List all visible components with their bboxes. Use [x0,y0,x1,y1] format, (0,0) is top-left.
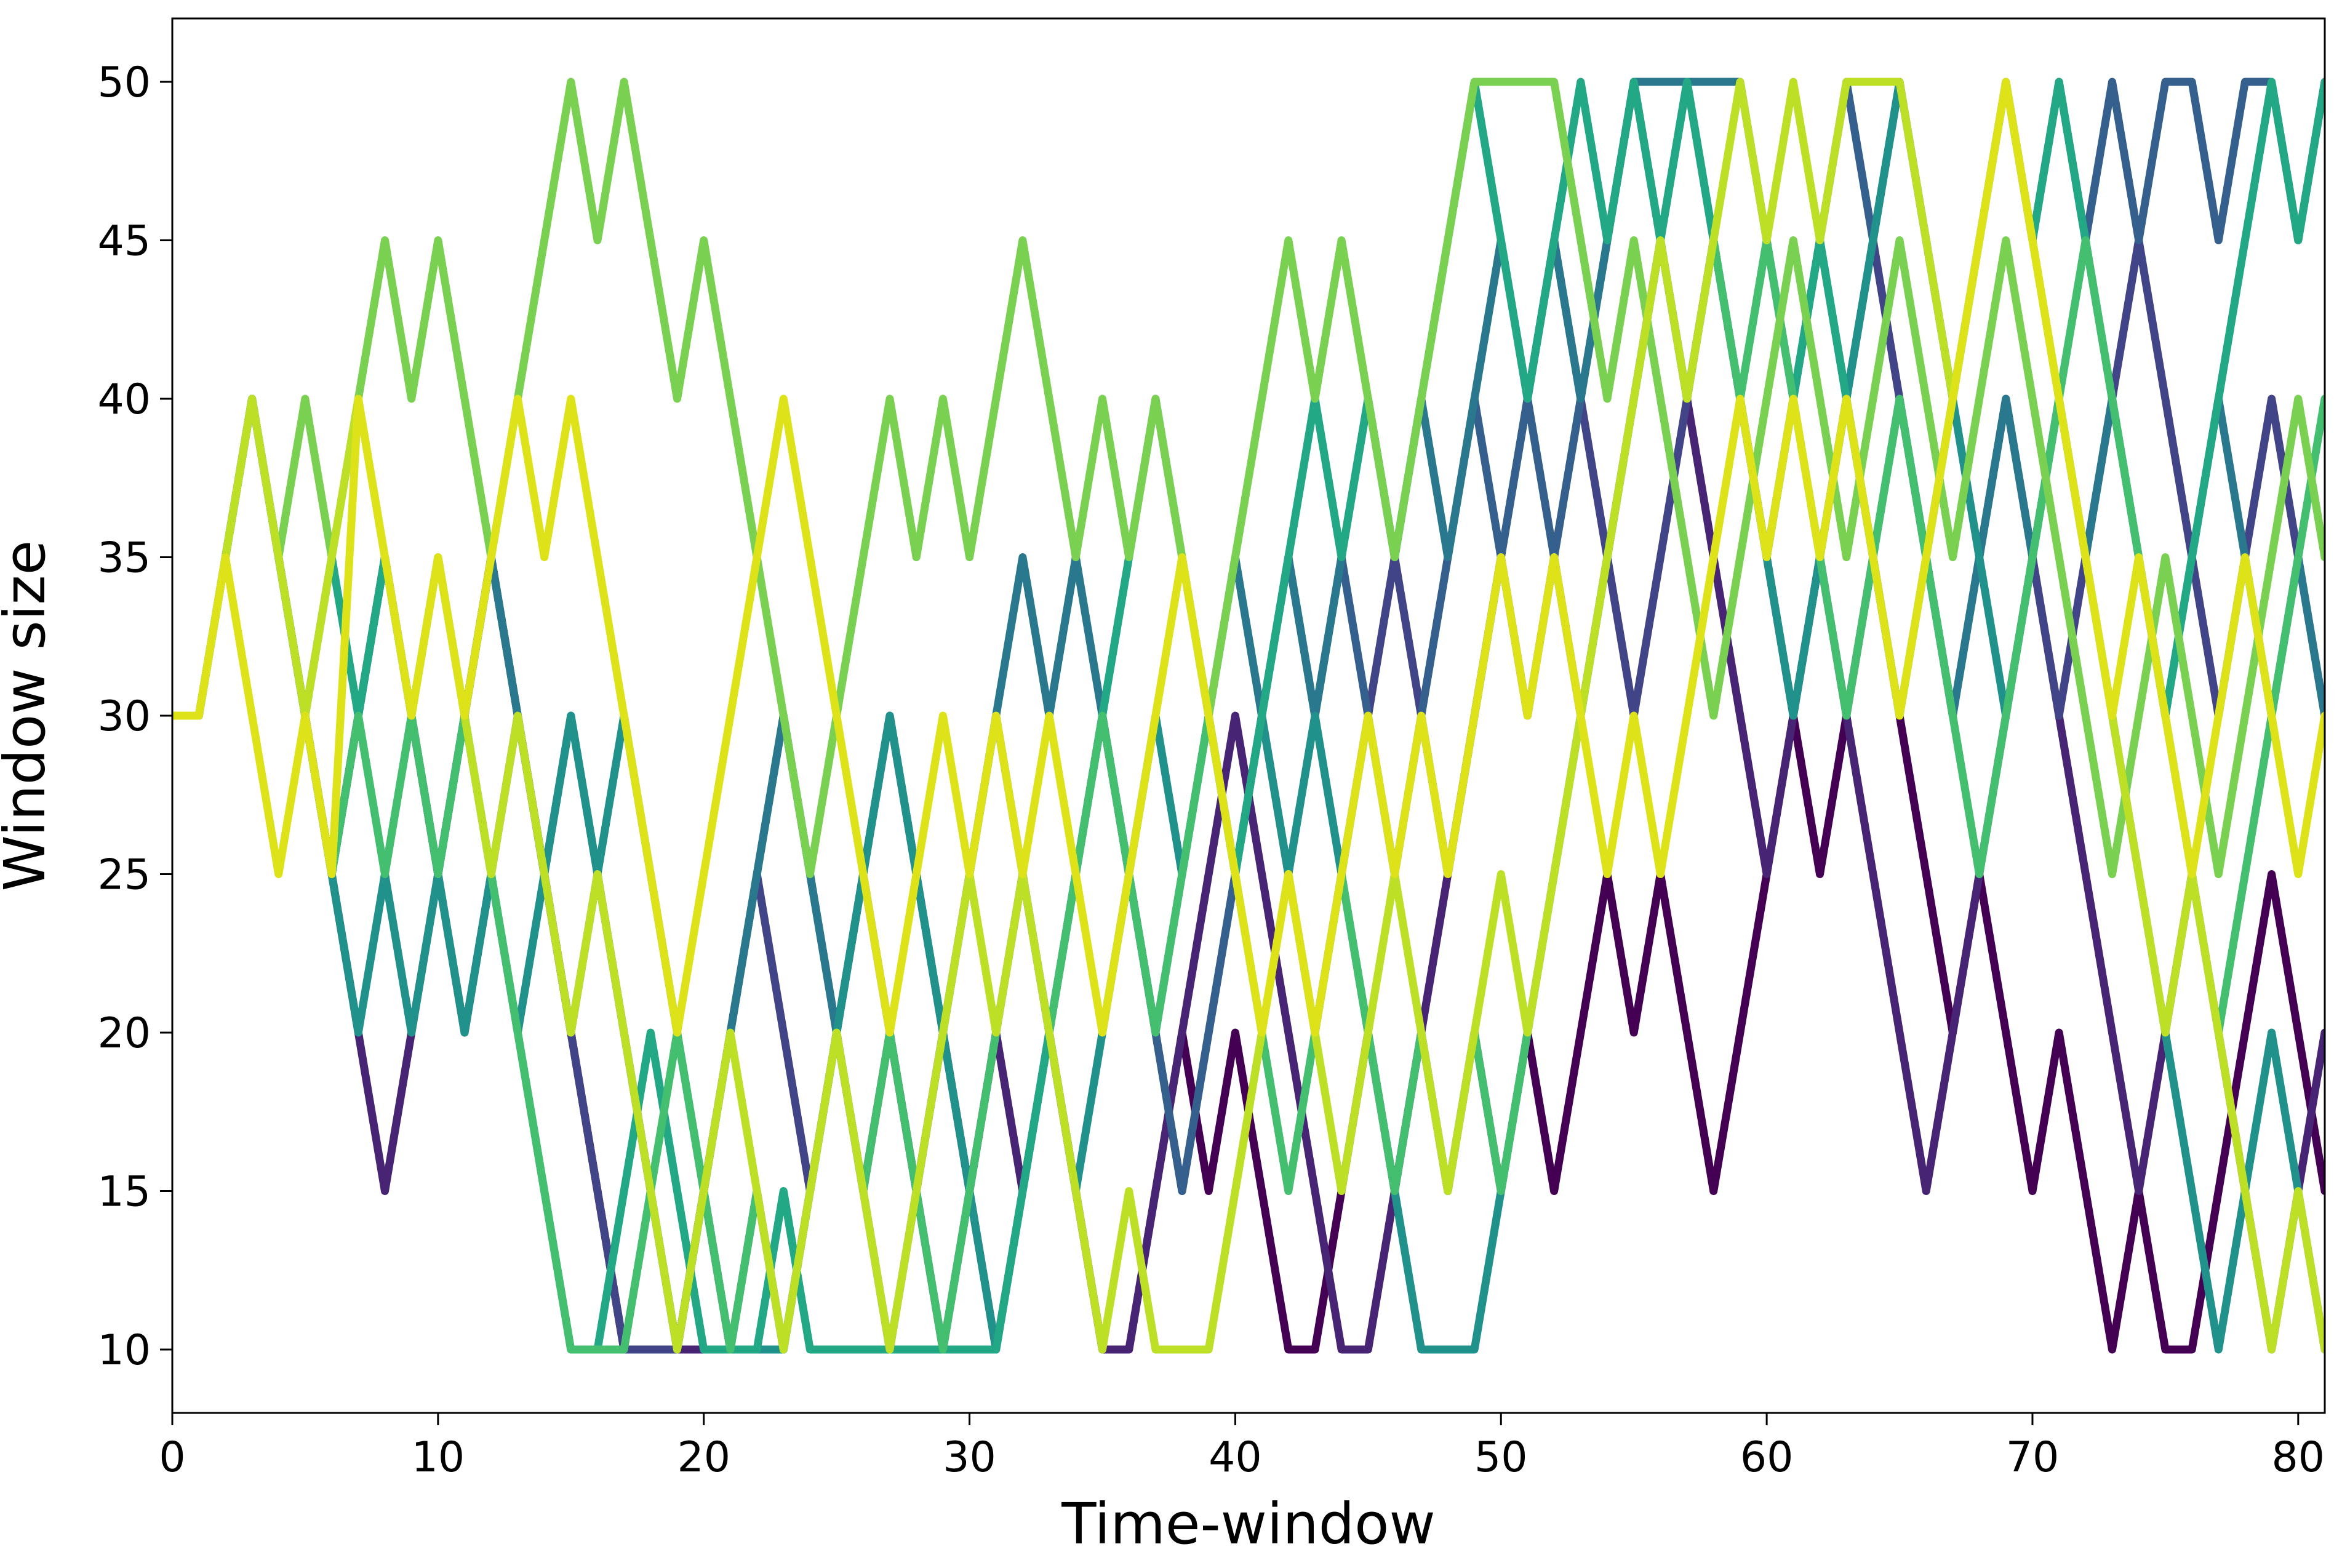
y-tick-label: 35 [97,534,151,583]
series-line-9 [172,78,2325,878]
x-tick-label: 70 [2006,1433,2060,1482]
x-tick-label: 30 [943,1433,996,1482]
x-axis-label: Time-window [1061,1491,1435,1557]
y-tick-label: 50 [97,58,151,107]
y-tick-label: 30 [97,692,151,741]
y-tick-label: 45 [97,217,151,266]
x-tick-label: 0 [159,1433,185,1482]
x-tick-label: 10 [412,1433,465,1482]
x-tick-label: 60 [1740,1433,1794,1482]
series-layer [172,78,2325,1354]
y-axis-label: Window size [0,540,58,891]
y-tick-label: 20 [97,1009,151,1058]
x-tick-label: 20 [677,1433,730,1482]
x-tick-label: 80 [2272,1433,2325,1482]
y-tick-label: 25 [97,851,151,900]
y-tick-label: 15 [97,1168,151,1217]
x-tick-label: 50 [1474,1433,1528,1482]
y-axis: 10 15 20 25 30 35 40 45 50 [97,58,172,1375]
y-tick-label: 10 [97,1326,151,1375]
y-tick-label: 40 [97,375,151,424]
x-tick-label: 40 [1209,1433,1262,1482]
x-axis: 0 10 20 30 40 50 60 70 80 [159,1413,2325,1482]
series-line-11 [172,78,2325,1037]
